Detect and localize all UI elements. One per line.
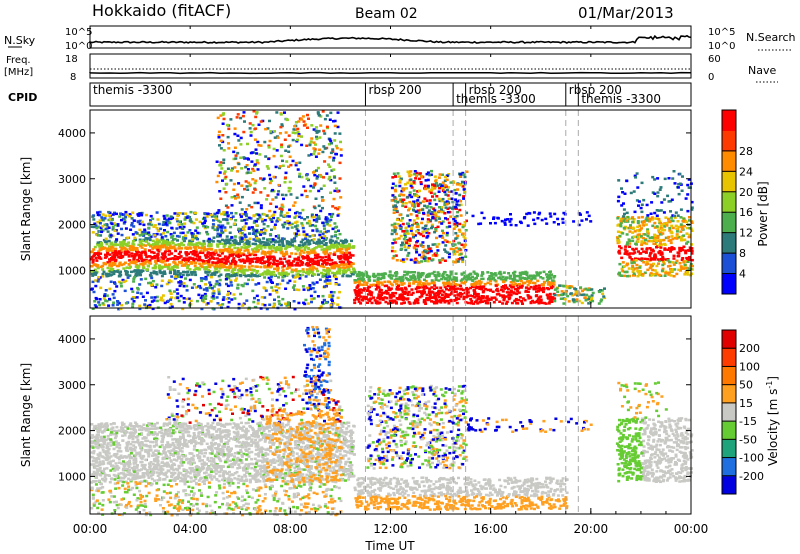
radar-title: Hokkaido (fitACF) (92, 1, 231, 20)
time-tick-label: 00:00 (73, 522, 108, 536)
colorbar-tick-label: 8 (739, 247, 746, 260)
y-tick-label: 3000 (58, 379, 86, 392)
y-tick-label: 1000 (58, 264, 86, 277)
colorbar-segment (722, 130, 736, 152)
noise-tick-bot-left: 10^0 (65, 41, 92, 52)
time-axis: 00:00 04:00 08:00 12:00 16:00 20:00 00:00 (73, 26, 709, 536)
noise-sky-trace (89, 34, 692, 44)
y-tick-label: 4000 (58, 127, 86, 140)
y-tick-label: 4000 (58, 333, 86, 346)
colorbar-segment (722, 150, 736, 172)
colorbar-segment (722, 110, 736, 131)
colorbar-segment (722, 273, 736, 295)
colorbar-tick-label: -200 (739, 470, 764, 483)
noise-left-label: N.Sky (4, 34, 36, 47)
time-tick-label: 04:00 (173, 522, 208, 536)
colorbar-segment (722, 330, 736, 349)
colorbar-segment (722, 402, 736, 422)
velocity-colorbar-label: Velocity [m s-1] (765, 376, 780, 466)
colorbar-segment (722, 232, 736, 254)
colorbar-segment (722, 421, 736, 440)
colorbar-segment (722, 457, 736, 477)
y-tick-label: 2000 (58, 219, 86, 232)
colorbar-segment (722, 366, 736, 386)
nave-label: Nave (748, 64, 776, 77)
cpid-segment-label: themis -3300 (456, 92, 536, 106)
colorbar-tick-label: 15 (739, 397, 753, 410)
beam-label: Beam 02 (355, 6, 418, 22)
velocity-panel: 1000 2000 3000 4000 Slant Range [km] 200 100… (19, 315, 780, 517)
velocity-ylabel: Slant Range [km] (19, 363, 33, 467)
colorbar-segment (722, 439, 736, 459)
noise-tick-top-right: 10^5 (708, 27, 735, 38)
noise-tick-top-left: 10^5 (65, 27, 92, 38)
y-tick-label: 1000 (58, 470, 86, 483)
colorbar-tick-label: 200 (739, 342, 760, 355)
time-tick-label: 12:00 (373, 522, 408, 536)
colorbar-segment (722, 191, 736, 213)
cpid-segment-label: themis -3300 (581, 92, 661, 106)
freq-tick-top-right: 60 (708, 54, 721, 65)
cpid-segment-label: rbsp 200 (469, 83, 522, 97)
colorbar-tick-label: 50 (739, 379, 753, 392)
y-tick-label: 3000 (58, 173, 86, 186)
freq-tick-bot-left: 8 (70, 72, 76, 83)
noise-tick-bot-right: 10^0 (708, 41, 735, 52)
time-tick-label: 08:00 (273, 522, 308, 536)
colorbar-segment (722, 475, 736, 495)
y-tick-label: 2000 (58, 425, 86, 438)
freq-panel: Freq. [MHz] 18 8 60 0 Nave (4, 53, 778, 83)
time-tick-label: 00:00 (674, 522, 709, 536)
colorbar-segment (722, 348, 736, 367)
colorbar-segment (722, 212, 736, 234)
colorbar-tick-label: 16 (739, 206, 753, 219)
colorbar-frame (721, 329, 737, 495)
freq-label-line2: [MHz] (4, 67, 33, 78)
colorbar-segment (722, 253, 736, 275)
time-axis-label: Time UT (364, 539, 415, 553)
cpid-segment-label: rbsp 200 (569, 83, 622, 97)
cpid-segment-label: rbsp 200 (368, 83, 421, 97)
cpid-label: CPID (8, 91, 37, 104)
date-label: 01/Mar/2013 (578, 4, 674, 22)
colorbar-segment (722, 171, 736, 193)
freq-tick-bot-right: 0 (708, 72, 714, 83)
colorbar-tick-label: -15 (739, 415, 757, 428)
colorbar-segment (722, 384, 736, 404)
power-ylabel: Slant Range [km] (19, 157, 33, 261)
colorbar-tick-label: 28 (739, 145, 753, 158)
colorbar-frame (721, 109, 737, 295)
colorbar-tick-label: 12 (739, 227, 753, 240)
cpid-segment-label: themis -3300 (93, 83, 173, 97)
colorbar-tick-label: 24 (739, 165, 753, 178)
colorbar-tick-label: 100 (739, 360, 760, 373)
freq-trace (89, 71, 692, 75)
time-tick-label: 20:00 (574, 522, 609, 536)
colorbar-tick-label: -100 (739, 452, 764, 465)
power-colorbar-label: Power [dB] (756, 181, 770, 246)
freq-label-line1: Freq. (6, 55, 31, 66)
time-tick-label: 16:00 (473, 522, 508, 536)
power-panel: 1000 2000 3000 4000 Slant Range [km] 4 8 12 16… (19, 109, 770, 311)
freq-tick-top-left: 18 (65, 54, 78, 65)
noise-panel: N.Sky 10^5 10^0 10^5 10^0 N.Search (4, 25, 796, 52)
colorbar-tick-label: 4 (739, 268, 746, 281)
noise-right-label: N.Search (746, 31, 796, 44)
colorbar-tick-label: 20 (739, 186, 753, 199)
colorbar-tick-label: -50 (739, 433, 757, 446)
